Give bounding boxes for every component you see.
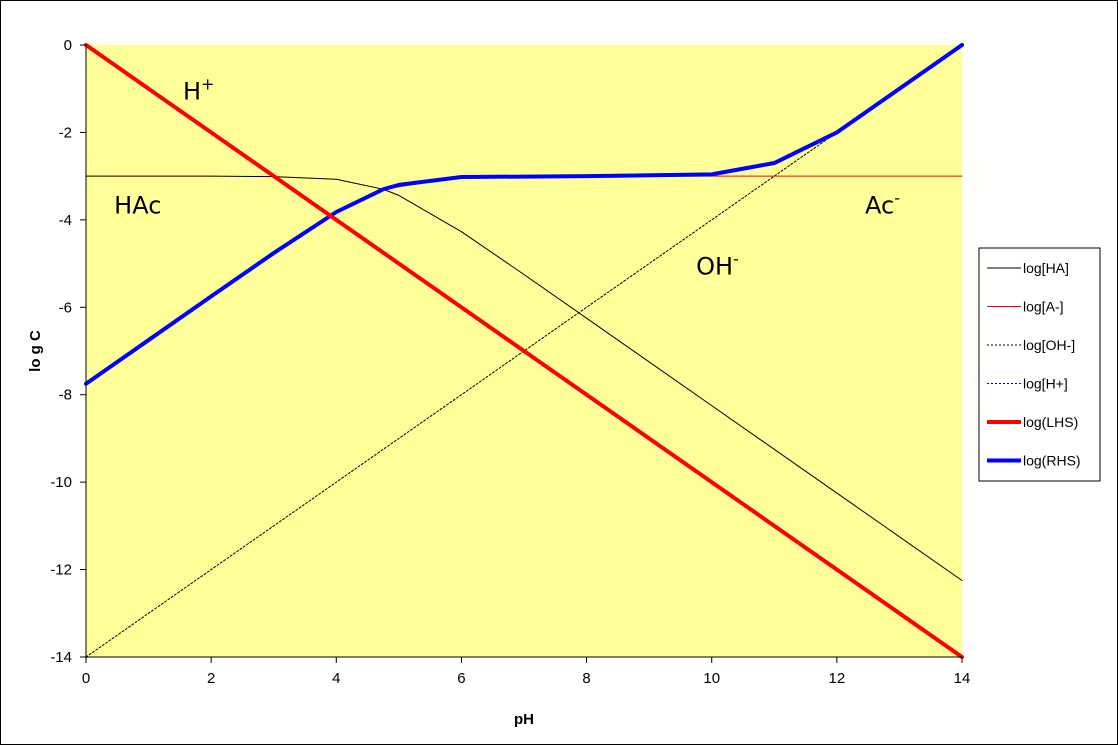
series-line-0 bbox=[85, 175, 963, 581]
annotation-label-0: H+ bbox=[183, 75, 214, 106]
x-tick-label: 6 bbox=[457, 670, 465, 687]
series-group bbox=[84, 43, 964, 659]
y-tick-label: -2 bbox=[59, 124, 72, 141]
legend-label: log[OH-] bbox=[1023, 337, 1075, 353]
x-tick-label: 14 bbox=[954, 670, 971, 687]
x-tick-label: 2 bbox=[207, 670, 215, 687]
y-tick-label: -14 bbox=[50, 649, 72, 666]
y-tick-label: -4 bbox=[59, 212, 72, 229]
y-tick-label: -12 bbox=[50, 562, 72, 579]
legend: log[HA] log[A-] log[OH-] log[H+] log(LHS) log… bbox=[978, 247, 1101, 482]
annotations-group: H+ HAc Ac- OH- bbox=[114, 75, 900, 281]
series-line-5 bbox=[84, 43, 964, 386]
annotation-label-3: OH- bbox=[696, 250, 739, 281]
legend-label: log[HA] bbox=[1023, 260, 1069, 276]
series-line-4 bbox=[84, 43, 964, 659]
annotation-label-1: HAc bbox=[114, 191, 161, 219]
legend-box bbox=[978, 247, 1101, 482]
legend-label: log[A-] bbox=[1023, 299, 1063, 315]
y-tick-label: -6 bbox=[59, 299, 72, 316]
x-tick-label: 12 bbox=[829, 670, 846, 687]
y-tick-label: -10 bbox=[50, 474, 72, 491]
axes-group: 0 2 4 6 8 10 12 14 0 -2 -4 -6 -8 -10 -12 -14 bbox=[50, 37, 970, 687]
x-axis-title: pH bbox=[514, 711, 534, 728]
annotation-label-2: Ac- bbox=[865, 188, 900, 219]
y-tick-label: -8 bbox=[59, 387, 72, 404]
y-tick-label: 0 bbox=[64, 37, 72, 54]
legend-label: log(LHS) bbox=[1023, 414, 1078, 430]
x-tick-label: 10 bbox=[703, 670, 720, 687]
legend-label: log[H+] bbox=[1023, 376, 1068, 392]
x-tick-label: 0 bbox=[82, 670, 90, 687]
x-tick-label: 4 bbox=[332, 670, 340, 687]
x-tick-label: 8 bbox=[582, 670, 590, 687]
legend-label: log(RHS) bbox=[1023, 453, 1081, 469]
y-axis-title: lo g C bbox=[27, 330, 44, 372]
